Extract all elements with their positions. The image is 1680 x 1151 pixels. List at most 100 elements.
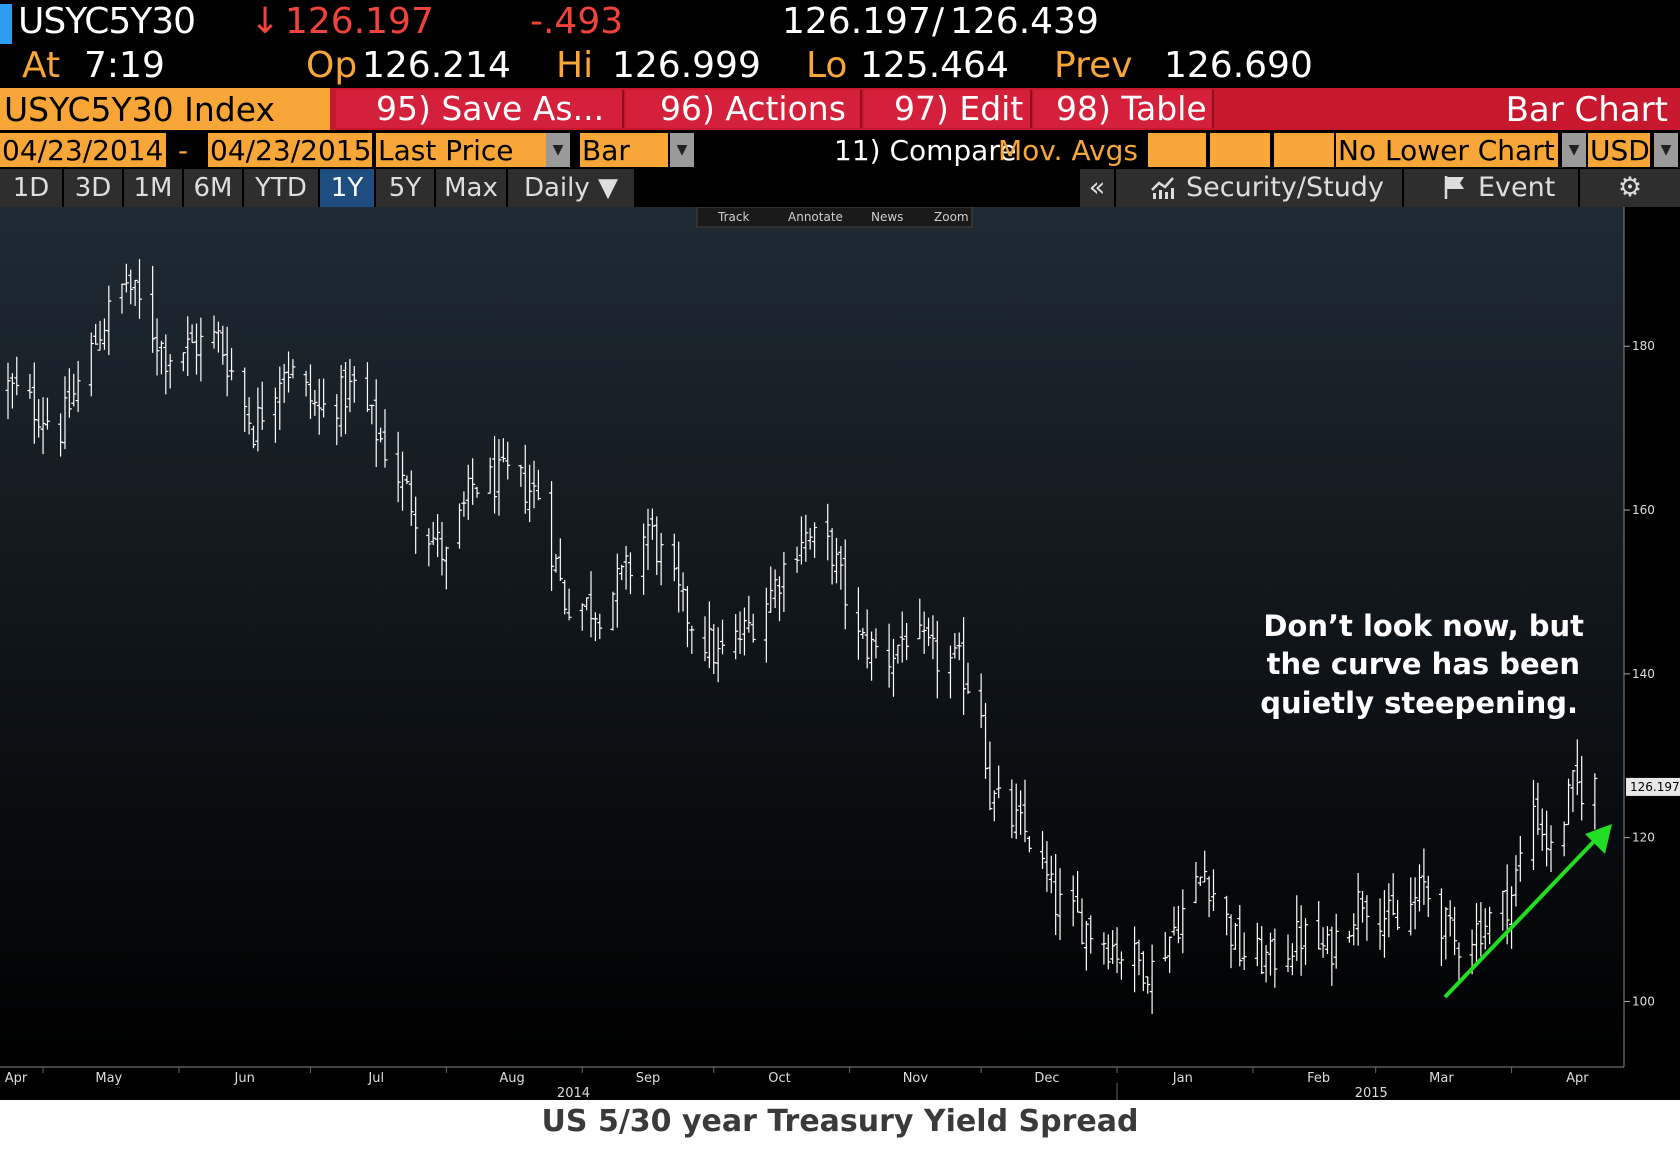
ohlc-bar: [137, 259, 143, 319]
security-study-button[interactable]: Security/Study: [1116, 169, 1402, 207]
end-date-field[interactable]: 04/23/2015: [208, 133, 372, 167]
edit-menu-button[interactable]: 97) Edit ▾: [864, 90, 1032, 166]
ohlc-bar: [873, 628, 879, 659]
ohlc-bar: [290, 359, 296, 379]
ohlc-bar: [781, 551, 787, 612]
ohlc-bar: [163, 334, 169, 395]
ohlc-bar: [1088, 915, 1094, 954]
currency-select[interactable]: USD: [1588, 133, 1650, 167]
period-6m[interactable]: 6M: [184, 169, 244, 207]
ohlc-bar: [812, 522, 818, 558]
mini-zoom-button[interactable]: Zoom: [934, 210, 969, 224]
ohlc-bar: [321, 378, 327, 418]
ohlc-bar: [706, 601, 712, 669]
ohlc-bar: [382, 409, 388, 468]
period-ytd[interactable]: YTD: [244, 169, 320, 207]
ohlc-bar: [597, 613, 603, 640]
ohlc-bar: [132, 279, 138, 306]
currency-dropdown-icon[interactable]: ▼: [1654, 133, 1678, 167]
ohlc-bar: [720, 619, 726, 655]
chart-type-title: Bar Chart: [1505, 90, 1668, 130]
frequency-select[interactable]: Daily ▼: [508, 169, 636, 207]
ohlc-bar: [553, 554, 559, 573]
ohlc-bar: [1386, 883, 1392, 938]
ohlc-bar: [1210, 869, 1216, 912]
collapse-button[interactable]: «: [1080, 169, 1114, 207]
open-value: 126.214: [362, 45, 511, 86]
event-button[interactable]: Event: [1404, 169, 1578, 207]
start-date-field[interactable]: 04/23/2014: [0, 133, 166, 167]
field-select[interactable]: Last Price: [376, 133, 546, 167]
ohlc-bar: [741, 607, 747, 656]
field-dropdown-icon[interactable]: ▼: [546, 133, 570, 167]
period-1m[interactable]: 1M: [124, 169, 184, 207]
study-slot-3[interactable]: [1274, 133, 1334, 167]
period-1y[interactable]: 1Y: [320, 169, 376, 207]
menu-bar: USYC5Y30 Index 95) Save As... 96) Action…: [0, 88, 1680, 166]
ohlc-bar: [1517, 836, 1523, 882]
ohlc-bar: [373, 379, 379, 468]
ohlc-bars: [5, 259, 1598, 1014]
ohlc-bar: [864, 609, 870, 669]
chart-type-dropdown-icon[interactable]: ▼: [670, 133, 694, 167]
net-change: -.493: [530, 1, 624, 42]
ohlc-bar: [1267, 932, 1273, 976]
lower-chart-dropdown-icon[interactable]: ▼: [1562, 133, 1586, 167]
ticker-marker: [0, 4, 12, 44]
ticker: USYC5Y30: [18, 1, 196, 42]
y-tick-label: 160: [1632, 503, 1655, 517]
period-1d[interactable]: 1D: [0, 169, 64, 207]
ohlc-bar: [1294, 895, 1300, 961]
mov-avgs-button[interactable]: Mov. Avgs: [998, 134, 1138, 167]
ohlc-bar: [408, 470, 414, 526]
ohlc-bar: [500, 438, 506, 463]
mini-annotate-button[interactable]: Annotate: [788, 210, 843, 224]
low-value: 125.464: [860, 45, 1009, 86]
ohlc-bar: [1535, 782, 1541, 835]
quote-time: 7:19: [84, 45, 165, 86]
ohlc-bar: [934, 620, 940, 699]
settings-button[interactable]: ⚙: [1580, 169, 1680, 207]
ohlc-bar: [1070, 875, 1076, 927]
ohlc-bar: [531, 460, 537, 509]
ohlc-bar: [584, 597, 590, 611]
ohlc-bar: [88, 332, 94, 397]
ohlc-bar: [1333, 913, 1339, 969]
ohlc-bar: [746, 595, 752, 633]
ohlc-bar: [619, 564, 625, 581]
high-label: Hi: [556, 45, 594, 86]
x-month-label: Mar: [1429, 1071, 1454, 1086]
ohlc-bar: [737, 611, 743, 654]
mini-track-button[interactable]: Track: [717, 210, 749, 224]
chart-type-select[interactable]: Bar: [580, 133, 668, 167]
ohlc-bar: [777, 576, 783, 622]
ohlc-bar: [470, 458, 476, 505]
compare-button[interactable]: 11) Compare: [834, 134, 1017, 167]
ohlc-bar: [641, 523, 647, 595]
ohlc-bar: [1272, 928, 1278, 988]
actions-menu-button[interactable]: 96) Actions ▾: [626, 90, 862, 166]
save-as-button[interactable]: 95) Save As...: [336, 90, 624, 128]
lower-chart-select[interactable]: No Lower Chart: [1336, 133, 1558, 167]
period-5y[interactable]: 5Y: [376, 169, 436, 207]
ohlc-bar: [1197, 876, 1203, 886]
chart-study-icon: [1151, 177, 1174, 199]
ohlc-bar: [154, 318, 160, 376]
ohlc-bar: [123, 263, 129, 293]
study-slot-2[interactable]: [1210, 133, 1270, 167]
mini-news-button[interactable]: News: [871, 210, 903, 224]
table-button[interactable]: 98) Table: [1034, 90, 1214, 128]
study-slot-1[interactable]: [1148, 133, 1206, 167]
settings-row: 04/23/2014 - 04/23/2015 Last Price ▼ Bar…: [0, 132, 1680, 168]
ohlc-bar: [1206, 876, 1212, 918]
price-chart[interactable]: Track Annotate News Zoom 100 120 140 160 180…: [0, 207, 1680, 1100]
ohlc-bar: [1140, 951, 1146, 992]
period-max[interactable]: Max: [436, 169, 508, 207]
security-index-field[interactable]: USYC5Y30 Index: [0, 88, 330, 130]
ohlc-bar: [1263, 945, 1269, 983]
ohlc-bar: [369, 404, 375, 425]
period-3d[interactable]: 3D: [64, 169, 124, 207]
ohlc-bar: [1548, 825, 1554, 872]
prev-label: Prev: [1054, 45, 1133, 86]
ohlc-bar: [1193, 861, 1199, 904]
